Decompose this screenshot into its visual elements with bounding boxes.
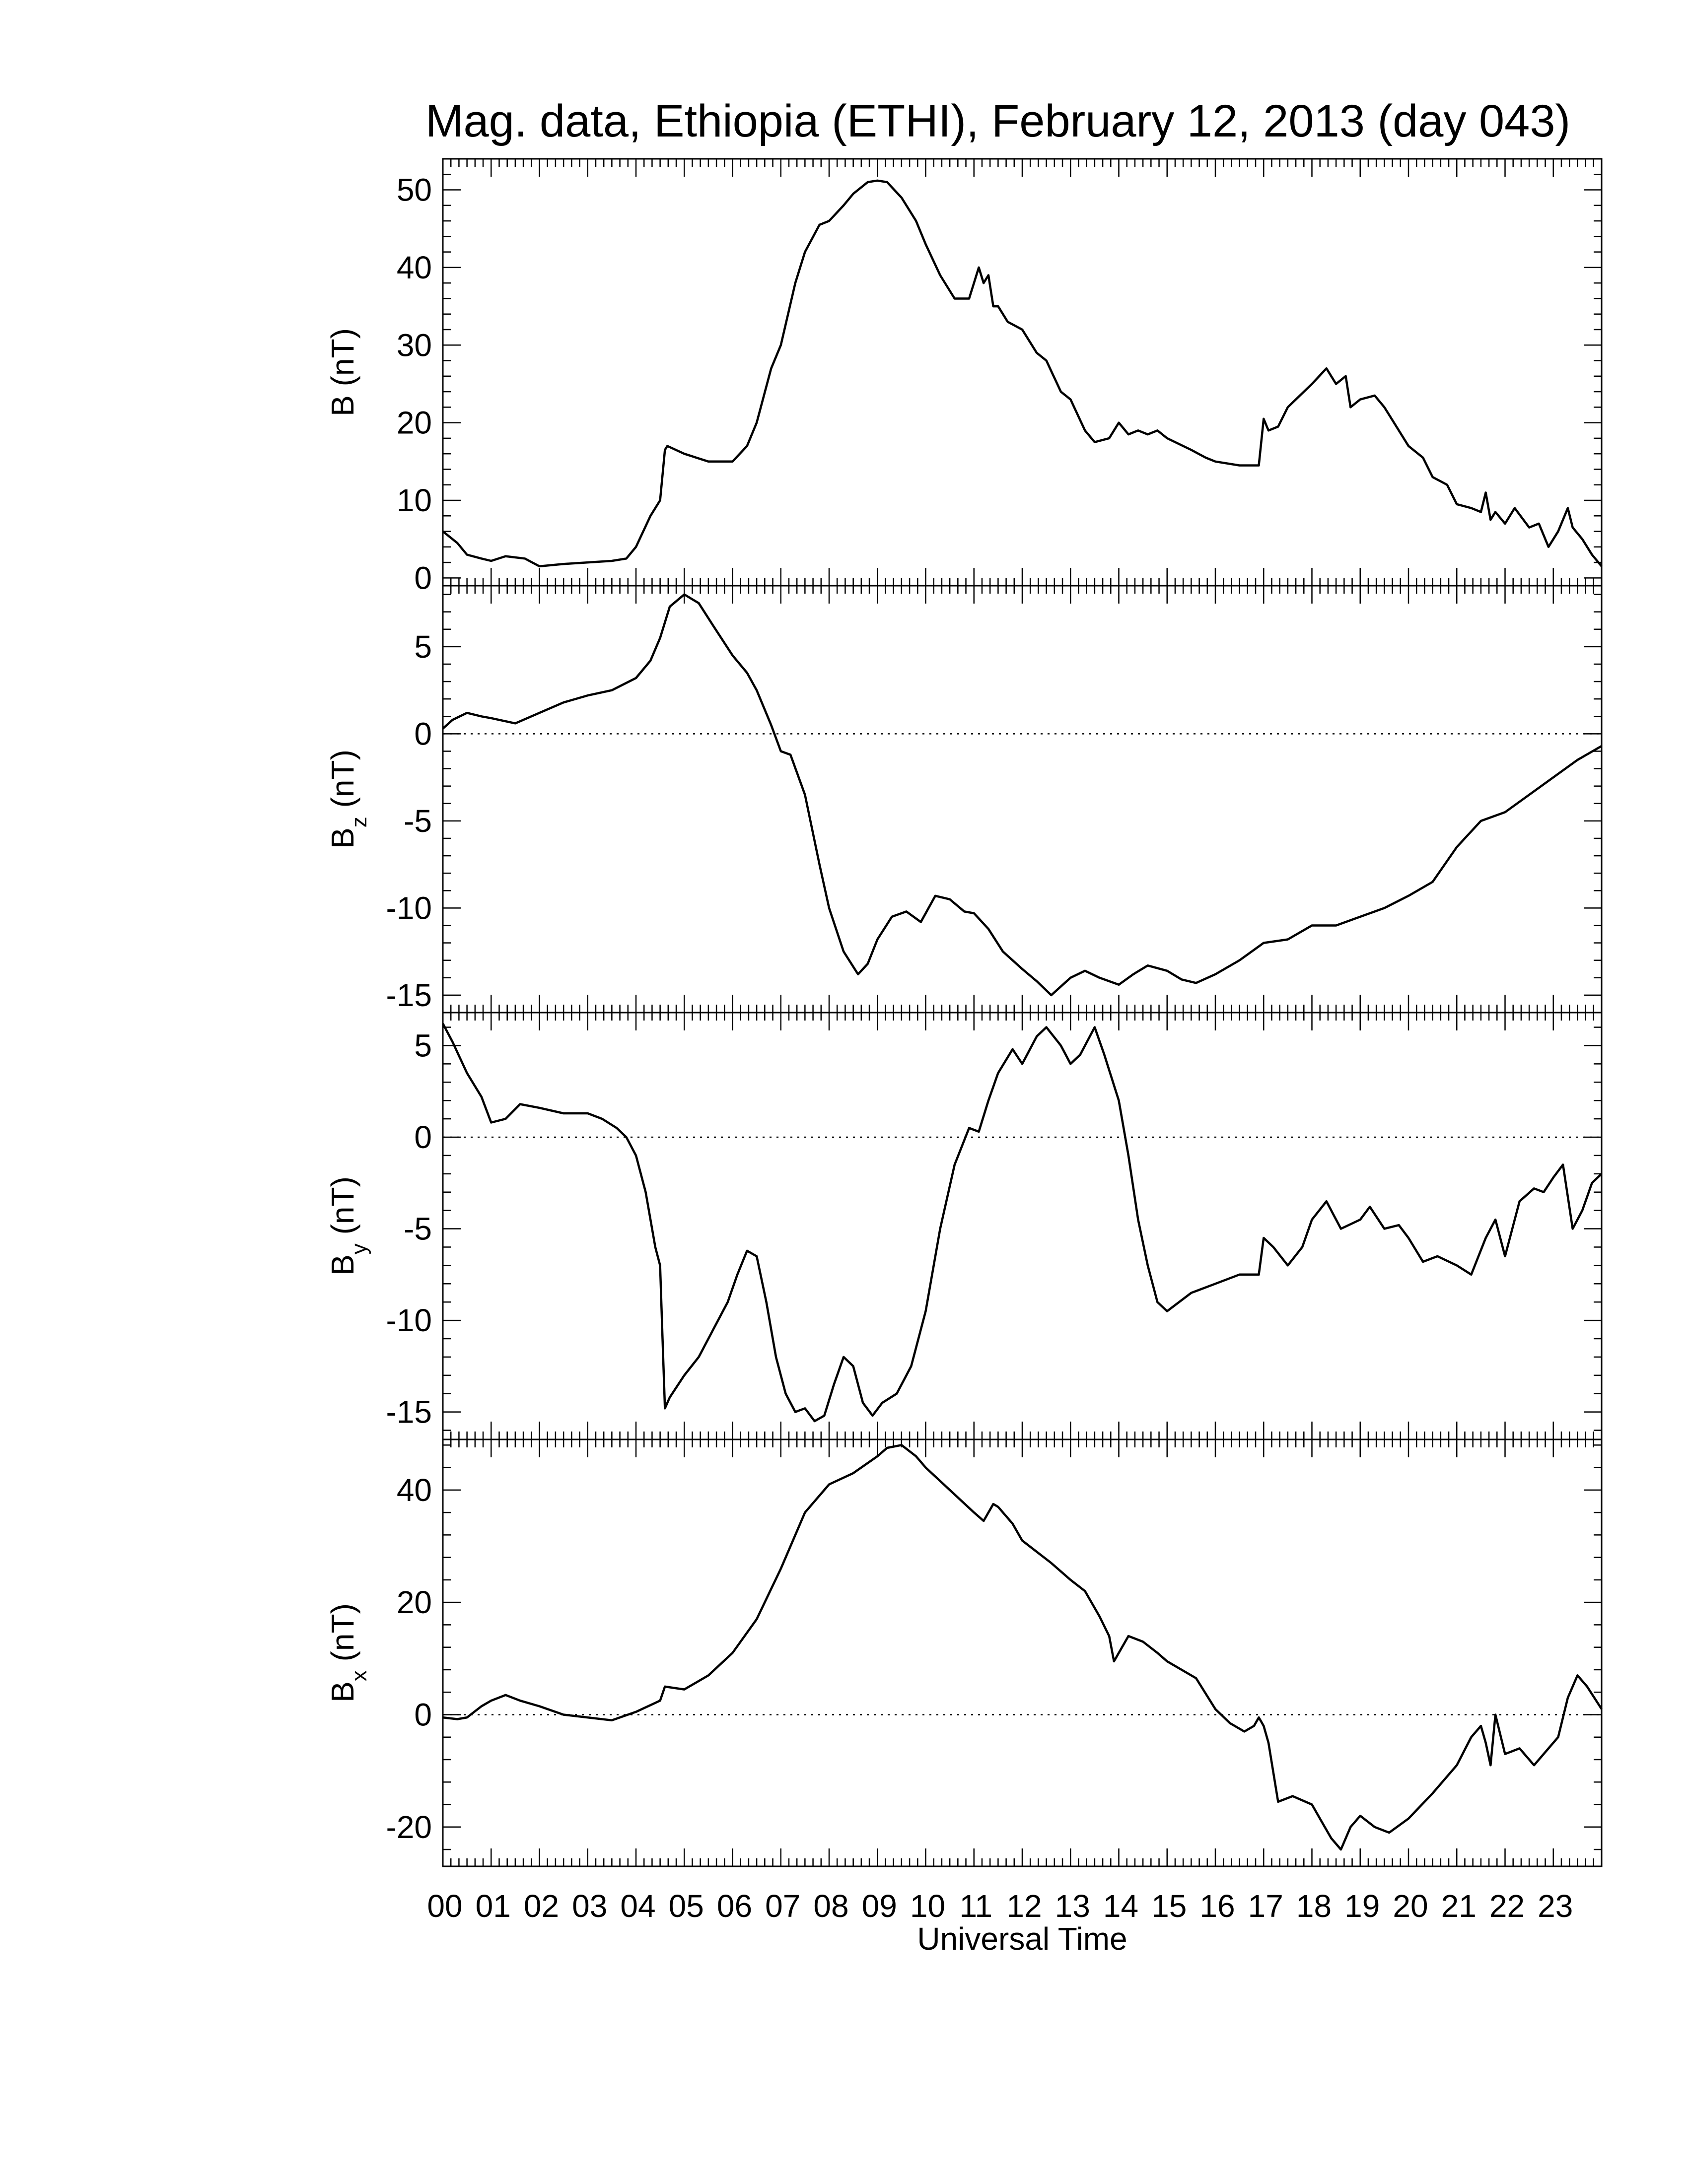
series-line-bx bbox=[442, 1444, 1603, 1851]
panel-frame-b-total bbox=[442, 158, 1603, 587]
y-ticks-by bbox=[443, 1026, 1602, 1431]
x-tick-label: 15 bbox=[1151, 1888, 1187, 1924]
x-tick-label: 11 bbox=[960, 1888, 992, 1924]
x-tick-label: 09 bbox=[862, 1888, 897, 1924]
x-tick-label: 12 bbox=[1006, 1888, 1042, 1924]
x-tick-label: 05 bbox=[669, 1888, 704, 1924]
x-tick-label: 04 bbox=[620, 1888, 655, 1924]
x-ticks-bx bbox=[450, 1439, 1595, 1866]
x-tick-labels: 00 01 02 03 04 05 06 07 08 09 10 11 12 13 14 15 16 17 18 19… bbox=[427, 1888, 1573, 1924]
y-tick-label: 10 bbox=[397, 482, 432, 518]
panel-bx: 40 20 0 -20 Bx (nT) bbox=[325, 1438, 1603, 1867]
y-tick-label: -10 bbox=[386, 890, 432, 926]
x-ticks-by bbox=[450, 1013, 1595, 1439]
x-tick-label: 02 bbox=[524, 1888, 559, 1924]
y-ticks-b-total bbox=[443, 158, 1602, 579]
y-tick-label: 20 bbox=[397, 1584, 432, 1620]
x-tick-label: 07 bbox=[765, 1888, 800, 1924]
x-tick-label: 13 bbox=[1055, 1888, 1090, 1924]
y-label-unit: (nT) bbox=[325, 328, 360, 395]
x-tick-label: 19 bbox=[1344, 1888, 1380, 1924]
y-tick-label: 50 bbox=[397, 172, 432, 208]
y-axis-label-by: By (nT) bbox=[325, 1176, 371, 1276]
x-tick-label: 21 bbox=[1441, 1888, 1477, 1924]
y-tick-label: 0 bbox=[414, 1119, 432, 1155]
series-line-by bbox=[442, 1023, 1603, 1423]
y-tick-label: 20 bbox=[397, 405, 432, 441]
y-label-main: B bbox=[325, 395, 360, 416]
y-label-subscript: y bbox=[347, 1243, 371, 1254]
y-axis-label-b-total: B (nT) bbox=[325, 328, 360, 416]
chart-title: Mag. data, Ethiopia (ETHI), February 12,… bbox=[425, 96, 1570, 146]
y-label-unit: (nT) bbox=[325, 1603, 360, 1670]
x-tick-label: 17 bbox=[1248, 1888, 1283, 1924]
y-tick-label: -5 bbox=[404, 803, 432, 839]
y-tick-label: -15 bbox=[386, 1394, 432, 1430]
x-tick-label: 10 bbox=[910, 1888, 945, 1924]
y-tick-label: -10 bbox=[386, 1302, 432, 1338]
x-tick-label: 06 bbox=[717, 1888, 752, 1924]
y-ticks-bx bbox=[443, 1444, 1602, 1850]
series-line-b-total bbox=[442, 179, 1603, 568]
y-tick-label: -5 bbox=[404, 1211, 432, 1247]
y-tick-label: 0 bbox=[414, 560, 432, 596]
y-axis-label-bx: Bx (nT) bbox=[325, 1603, 371, 1703]
y-label-subscript: x bbox=[347, 1670, 371, 1681]
panel-frame-bz bbox=[442, 585, 1603, 1014]
y-tick-label: 40 bbox=[397, 1472, 432, 1508]
y-label-main: B bbox=[325, 1681, 360, 1703]
y-axis-label-bz: Bz (nT) bbox=[325, 750, 371, 849]
y-tick-label: 0 bbox=[414, 1697, 432, 1732]
y-label-unit: (nT) bbox=[325, 750, 360, 817]
series-line-bz bbox=[442, 593, 1603, 997]
panel-frame-by bbox=[442, 1012, 1603, 1440]
y-ticks-bz bbox=[443, 594, 1602, 1014]
x-axis-label: Universal Time bbox=[917, 1921, 1127, 1957]
y-label-main: B bbox=[325, 827, 360, 849]
y-tick-label: 5 bbox=[414, 629, 432, 665]
panel-by: 5 0 -5 -10 -15 By (nT) bbox=[325, 1012, 1603, 1440]
x-tick-label: 14 bbox=[1103, 1888, 1138, 1924]
x-tick-label: 03 bbox=[572, 1888, 607, 1924]
x-tick-label: 16 bbox=[1199, 1888, 1235, 1924]
y-tick-label: 0 bbox=[414, 716, 432, 751]
x-ticks-bz bbox=[450, 586, 1595, 1013]
panel-frame-bx bbox=[442, 1438, 1603, 1867]
x-tick-label: 18 bbox=[1296, 1888, 1332, 1924]
y-label-subscript: z bbox=[347, 817, 371, 827]
y-tick-label: 40 bbox=[397, 250, 432, 285]
x-tick-label: 01 bbox=[476, 1888, 511, 1924]
y-tick-label: -20 bbox=[386, 1809, 432, 1845]
x-tick-label: 23 bbox=[1538, 1888, 1573, 1924]
x-tick-label: 00 bbox=[427, 1888, 462, 1924]
x-tick-label: 20 bbox=[1393, 1888, 1428, 1924]
panel-bz: 5 0 -5 -10 -15 Bz (nT) bbox=[325, 585, 1603, 1014]
x-ticks-b-total bbox=[450, 159, 1595, 586]
y-tick-label: 5 bbox=[414, 1027, 432, 1063]
y-tick-label: -15 bbox=[386, 977, 432, 1013]
panel-b-total: 0 10 20 30 40 50 B (nT) bbox=[325, 158, 1603, 596]
x-tick-label: 08 bbox=[813, 1888, 848, 1924]
x-tick-label: 22 bbox=[1489, 1888, 1525, 1924]
y-label-main: B bbox=[325, 1254, 360, 1276]
y-tick-label: 30 bbox=[397, 327, 432, 363]
y-label-unit: (nT) bbox=[325, 1176, 360, 1243]
